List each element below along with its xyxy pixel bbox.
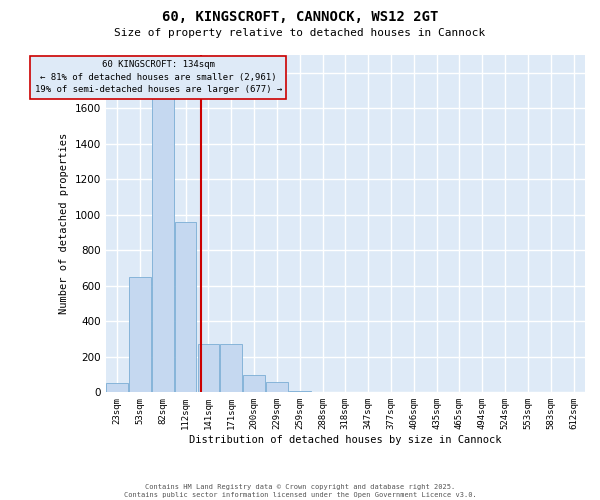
- Text: Size of property relative to detached houses in Cannock: Size of property relative to detached ho…: [115, 28, 485, 38]
- Bar: [175, 222, 196, 392]
- Bar: [152, 94, 173, 392]
- Text: Contains HM Land Registry data © Crown copyright and database right 2025.
Contai: Contains HM Land Registry data © Crown c…: [124, 484, 476, 498]
- Bar: [220, 344, 242, 393]
- Text: 60 KINGSCROFT: 134sqm
← 81% of detached houses are smaller (2,961)
19% of semi-d: 60 KINGSCROFT: 134sqm ← 81% of detached …: [35, 60, 282, 94]
- Bar: [106, 382, 128, 392]
- Bar: [243, 374, 265, 392]
- Bar: [197, 344, 219, 393]
- Bar: [266, 382, 288, 392]
- X-axis label: Distribution of detached houses by size in Cannock: Distribution of detached houses by size …: [189, 435, 502, 445]
- Text: 60, KINGSCROFT, CANNOCK, WS12 2GT: 60, KINGSCROFT, CANNOCK, WS12 2GT: [162, 10, 438, 24]
- Bar: [289, 391, 311, 392]
- Bar: [129, 277, 151, 392]
- Y-axis label: Number of detached properties: Number of detached properties: [59, 133, 69, 314]
